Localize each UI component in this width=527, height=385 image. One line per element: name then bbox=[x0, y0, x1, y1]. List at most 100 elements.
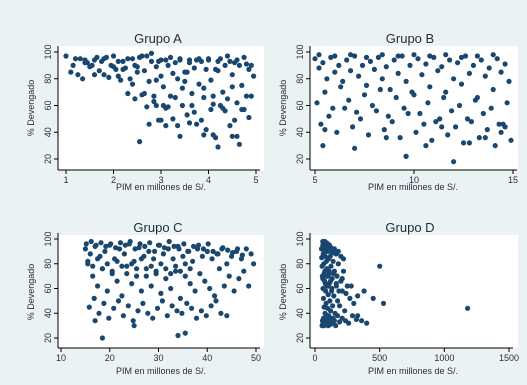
data-point bbox=[248, 62, 254, 68]
data-point bbox=[99, 335, 105, 341]
data-point bbox=[337, 319, 343, 325]
data-point bbox=[172, 60, 178, 66]
data-point bbox=[460, 140, 467, 146]
data-point bbox=[196, 56, 202, 62]
data-point bbox=[320, 295, 327, 301]
data-point bbox=[498, 69, 504, 75]
data-point bbox=[210, 101, 216, 107]
data-point bbox=[204, 248, 210, 254]
data-point bbox=[134, 64, 140, 70]
data-point bbox=[153, 102, 159, 109]
data-point bbox=[77, 56, 83, 62]
data-point bbox=[494, 56, 500, 62]
data-point bbox=[186, 120, 193, 126]
data-point bbox=[170, 70, 176, 76]
data-point bbox=[331, 318, 337, 324]
data-point bbox=[165, 246, 171, 252]
data-point bbox=[102, 248, 108, 254]
data-point bbox=[331, 293, 337, 299]
data-point bbox=[177, 295, 183, 301]
x-tick-label: 2 bbox=[111, 175, 116, 185]
data-point bbox=[218, 310, 224, 316]
data-point bbox=[175, 76, 181, 82]
data-point bbox=[322, 127, 328, 133]
data-point bbox=[389, 119, 395, 125]
data-point bbox=[70, 62, 76, 68]
data-point bbox=[153, 268, 159, 274]
data-point bbox=[363, 82, 370, 88]
panel-title: Grupo A bbox=[134, 31, 182, 46]
data-point bbox=[330, 105, 336, 111]
data-point bbox=[122, 242, 128, 248]
data-point bbox=[125, 303, 131, 309]
data-point bbox=[333, 323, 339, 329]
data-point bbox=[141, 68, 147, 74]
data-point bbox=[160, 251, 166, 257]
data-point bbox=[205, 241, 211, 247]
data-point bbox=[146, 78, 152, 84]
data-point bbox=[395, 70, 401, 76]
data-point bbox=[359, 62, 366, 68]
data-point bbox=[189, 305, 195, 311]
data-point bbox=[191, 65, 197, 71]
data-point bbox=[203, 127, 209, 133]
data-point bbox=[387, 86, 393, 93]
data-point bbox=[468, 119, 474, 125]
data-point bbox=[397, 135, 403, 141]
data-point bbox=[453, 124, 459, 130]
data-point bbox=[363, 54, 370, 61]
data-point bbox=[338, 84, 344, 90]
data-point bbox=[327, 278, 334, 284]
y-axis-label: % Devengado bbox=[278, 264, 288, 321]
data-point bbox=[395, 53, 401, 59]
data-point bbox=[176, 246, 182, 252]
data-point bbox=[203, 66, 209, 72]
data-point bbox=[234, 133, 240, 139]
data-point bbox=[179, 310, 185, 316]
data-point bbox=[156, 242, 163, 248]
data-point bbox=[88, 238, 94, 245]
data-point bbox=[385, 113, 391, 119]
data-point bbox=[324, 76, 330, 82]
data-point bbox=[335, 298, 341, 304]
data-point bbox=[370, 295, 376, 301]
data-point bbox=[445, 132, 451, 138]
data-point bbox=[355, 293, 361, 299]
data-point bbox=[335, 261, 341, 267]
data-point bbox=[87, 251, 93, 257]
data-point bbox=[147, 240, 153, 246]
data-point bbox=[403, 78, 409, 84]
data-point bbox=[241, 54, 247, 61]
data-point bbox=[361, 288, 367, 294]
data-point bbox=[181, 241, 187, 247]
data-point bbox=[377, 263, 383, 269]
x-axis-label: PIM en millones de S/. bbox=[368, 182, 458, 192]
data-point bbox=[462, 53, 469, 59]
data-point bbox=[331, 246, 337, 252]
y-tick-label: 20 bbox=[43, 154, 53, 164]
data-point bbox=[229, 72, 235, 78]
data-point bbox=[163, 266, 169, 272]
data-point bbox=[182, 330, 188, 336]
data-point bbox=[239, 82, 245, 88]
data-point bbox=[433, 119, 439, 125]
data-point bbox=[168, 285, 174, 292]
data-point bbox=[482, 135, 488, 141]
data-point bbox=[320, 143, 326, 149]
data-point bbox=[409, 89, 415, 95]
data-point bbox=[352, 145, 358, 151]
data-point bbox=[329, 285, 335, 292]
data-point bbox=[419, 72, 425, 78]
data-point bbox=[151, 93, 157, 99]
data-point bbox=[138, 256, 144, 262]
data-point bbox=[316, 65, 322, 71]
data-point bbox=[348, 283, 354, 289]
data-point bbox=[139, 53, 145, 59]
data-point bbox=[322, 89, 328, 95]
data-point bbox=[243, 61, 250, 67]
data-point bbox=[95, 256, 101, 262]
data-point bbox=[90, 263, 96, 269]
data-point bbox=[488, 105, 494, 111]
data-point bbox=[93, 242, 99, 248]
data-point bbox=[90, 273, 96, 279]
